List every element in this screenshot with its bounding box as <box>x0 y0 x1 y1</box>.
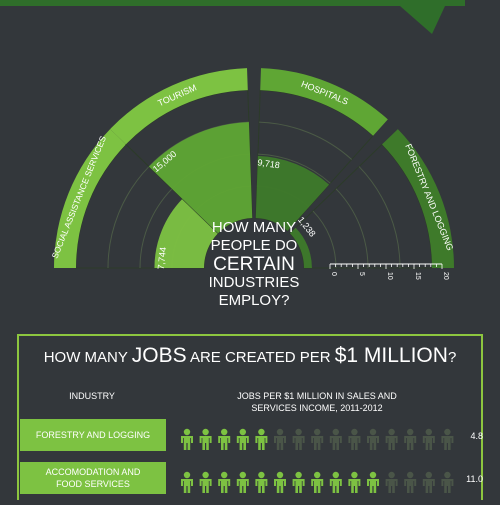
person-icon <box>292 428 305 450</box>
jobs-title-part-1: HOW MANY <box>44 349 132 366</box>
person-icon <box>329 471 342 493</box>
value-bar <box>255 155 330 231</box>
person-icon <box>292 471 305 493</box>
industry-label: FORESTRY AND LOGGING <box>36 430 150 440</box>
category-band <box>382 129 454 268</box>
industry-label-box <box>20 419 166 451</box>
top-banner <box>0 0 465 34</box>
column-header-jobs-line-2: SERVICES INCOME, 2011-2012 <box>251 403 382 413</box>
guide-arc <box>107 166 150 269</box>
person-icon <box>274 428 286 450</box>
person-icon <box>367 428 379 450</box>
person-icon <box>441 428 454 450</box>
employment-question: HOW MANY PEOPLE DO CERTAIN INDUSTRIES EM… <box>209 219 300 309</box>
guide-arc <box>358 166 401 269</box>
value-bar <box>154 198 219 268</box>
person-icon <box>404 428 417 450</box>
industry-label-box <box>20 462 166 494</box>
person-icon <box>255 428 268 450</box>
person-icon <box>311 471 324 493</box>
person-icon <box>236 471 249 493</box>
scale-tick-label: 5 <box>358 272 365 276</box>
person-icon <box>385 428 398 450</box>
guide-arc <box>257 153 331 184</box>
column-header-jobs-line-1: JOBS PER $1 MILLION IN SALES AND <box>237 391 397 401</box>
radial-sector-social-assistance-services: SOCIAL ASSISTANCE SERVICES 7,744 <box>50 129 219 270</box>
question-line-1: HOW MANY <box>212 219 296 236</box>
person-icon <box>329 428 342 450</box>
radial-scale: 0 5 10 15 20 <box>329 263 449 280</box>
jobs-panel: HOW MANY JOBS ARE CREATED PER $1 MILLION… <box>17 334 483 505</box>
value-label: 7,744 <box>156 247 168 270</box>
person-icon <box>218 471 231 493</box>
scale-tick-label: 0 <box>330 272 337 276</box>
guide-arc <box>259 121 353 160</box>
person-icon <box>274 471 286 493</box>
person-icon <box>348 471 361 493</box>
question-line-5: EMPLOY? <box>219 292 290 309</box>
question-line-3: CERTAIN <box>213 254 295 275</box>
category-band <box>110 68 248 145</box>
person-icon <box>180 428 193 450</box>
jobs-value-label: 4.8 <box>470 431 483 441</box>
person-icon <box>422 471 435 493</box>
person-icon <box>311 428 324 450</box>
value-bar <box>289 227 312 268</box>
person-icon <box>385 471 398 493</box>
guide-arc <box>335 188 369 269</box>
jobs-title-part-5: ? <box>448 349 456 366</box>
jobs-value-label: 11.0 <box>466 474 483 484</box>
question-line-2: PEOPLE DO <box>211 237 298 254</box>
value-bar <box>148 122 253 234</box>
jobs-panel-frame <box>17 334 483 505</box>
person-icon <box>255 471 268 493</box>
industry-label: FOOD SERVICES <box>56 479 130 489</box>
person-icon <box>199 471 212 493</box>
question-line-4: INDUSTRIES <box>209 274 300 291</box>
scale-tick-label: 15 <box>414 272 421 280</box>
person-icon <box>180 471 193 493</box>
person-icon <box>199 428 212 450</box>
scale-tick-label: 10 <box>386 272 393 280</box>
person-icon <box>422 428 435 450</box>
jobs-title-part-2: JOBS <box>132 344 187 367</box>
person-icon <box>367 471 379 493</box>
jobs-title-part-4: $1 MILLION <box>335 344 448 367</box>
jobs-row: ACCOMODATION AND FOOD SERVICES 11.0 <box>20 462 483 494</box>
jobs-title-part-3: ARE CREATED PER <box>187 349 335 366</box>
category-band <box>54 129 126 268</box>
person-icon <box>236 428 249 450</box>
jobs-row: FORESTRY AND LOGGING 4.8 <box>20 419 483 451</box>
jobs-title: HOW MANY JOBS ARE CREATED PER $1 MILLION… <box>44 344 457 367</box>
person-icon <box>441 471 454 493</box>
person-icon <box>348 428 361 450</box>
person-icon <box>404 471 417 493</box>
column-header-industry: INDUSTRY <box>69 391 115 401</box>
industry-label: ACCOMODATION AND <box>46 467 141 477</box>
scale-tick-label: 20 <box>442 272 449 280</box>
jobs-rows: FORESTRY AND LOGGING 4.8 ACCOMODATION AND F… <box>20 419 483 494</box>
value-label: 9,718 <box>257 157 281 170</box>
person-icon <box>218 428 231 450</box>
category-band <box>260 68 388 136</box>
guide-arc <box>312 210 337 269</box>
guide-arc <box>139 188 173 269</box>
